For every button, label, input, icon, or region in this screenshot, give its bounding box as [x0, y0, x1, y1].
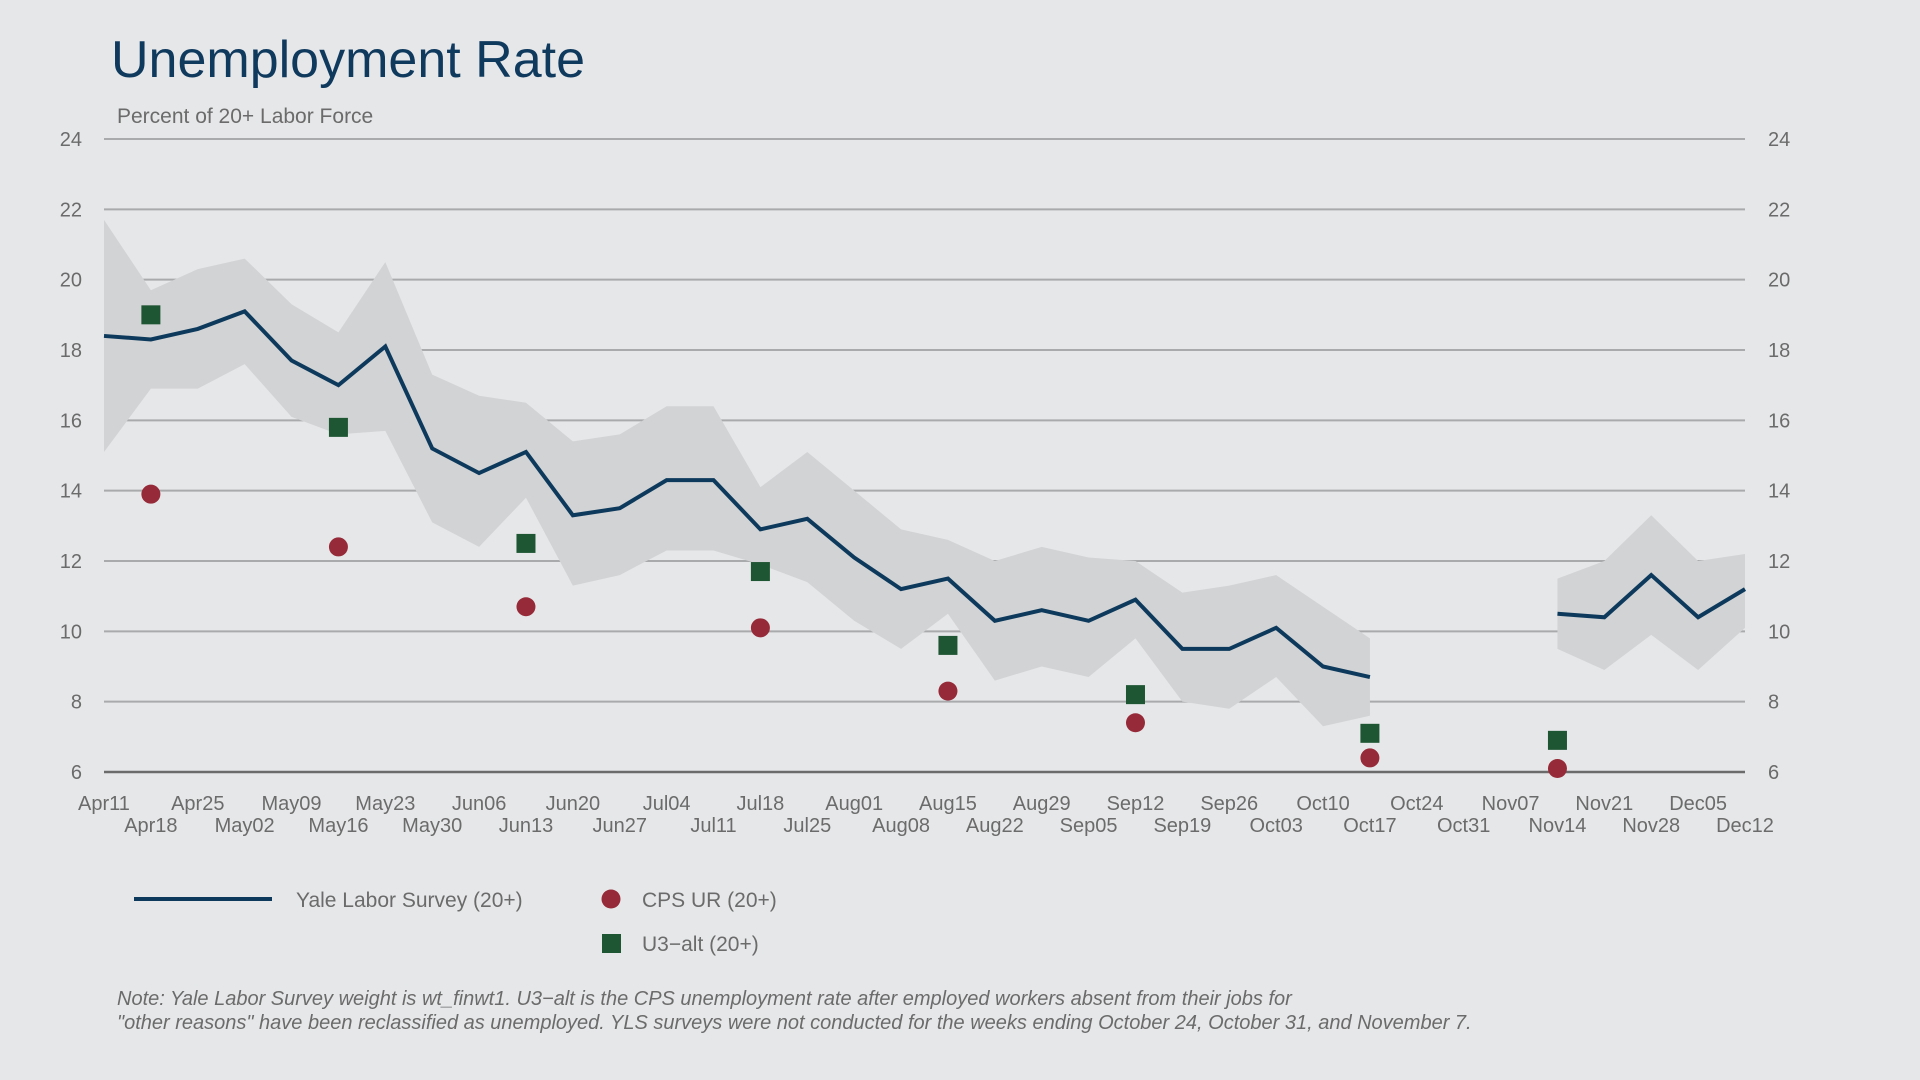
y-tick-left-18: 18 [60, 340, 82, 362]
legend-swatch-cps [601, 889, 621, 909]
x-tick-Oct17: Oct17 [1343, 815, 1396, 837]
x-tick-Nov21: Nov21 [1575, 793, 1633, 815]
u3alt-marker-Aug15 [938, 635, 958, 655]
y-tick-left-22: 22 [60, 199, 82, 221]
x-tick-Nov14: Nov14 [1529, 815, 1587, 837]
x-tick-Apr11: Apr11 [78, 793, 130, 815]
y-tick-right-22: 22 [1768, 199, 1790, 221]
y-tick-right-8: 8 [1768, 692, 1779, 714]
cps-marker-May16 [328, 537, 348, 557]
x-tick-Jun20: Jun20 [546, 793, 601, 815]
x-tick-Sep26: Sep26 [1200, 793, 1258, 815]
y-tick-right-12: 12 [1768, 551, 1790, 573]
u3alt-marker-Sep12 [1125, 685, 1145, 705]
x-tick-May23: May23 [355, 793, 415, 815]
y-tick-right-10: 10 [1768, 621, 1790, 643]
u3alt-marker-Jul18 [750, 562, 770, 582]
y-tick-right-6: 6 [1768, 762, 1779, 784]
y-tick-left-16: 16 [60, 410, 82, 432]
chart-subtitle: Percent of 20+ Labor Force [117, 105, 374, 128]
cps-marker-Aug15 [938, 681, 958, 701]
y-tick-left-14: 14 [60, 481, 82, 503]
chart-note: Note: Yale Labor Survey weight is wt_fin… [117, 987, 1877, 1035]
x-tick-May02: May02 [215, 815, 275, 837]
x-tick-Dec05: Dec05 [1669, 793, 1727, 815]
cps-marker-Sep12 [1125, 713, 1145, 733]
x-tick-Oct24: Oct24 [1390, 793, 1443, 815]
confidence-band-2 [1557, 515, 1745, 671]
legend-label-cps: CPS UR (20+) [642, 889, 777, 912]
u3alt-marker-Oct17 [1360, 723, 1380, 743]
grid-layer [104, 138, 1745, 774]
x-tick-Jul11: Jul11 [690, 815, 736, 837]
x-tick-Jun06: Jun06 [452, 793, 507, 815]
legend: Yale Labor Survey (20+) CPS UR (20+) U3−al… [134, 889, 777, 956]
y-tick-left-12: 12 [60, 551, 82, 573]
x-tick-Jun13: Jun13 [499, 815, 554, 837]
x-tick-Jul18: Jul18 [736, 793, 784, 815]
confidence-band-1 [104, 219, 1370, 727]
y-tick-left-20: 20 [60, 270, 82, 292]
note-line-1: Note: Yale Labor Survey weight is wt_fin… [117, 988, 1292, 1010]
x-tick-Nov07: Nov07 [1482, 793, 1540, 815]
x-tick-Aug22: Aug22 [966, 815, 1024, 837]
u3alt-marker-May16 [328, 417, 348, 437]
x-tick-May30: May30 [402, 815, 462, 837]
series-line-layer [103, 308, 1747, 680]
y-tick-left-10: 10 [60, 621, 82, 643]
u3alt-marker-Nov14 [1547, 730, 1567, 750]
x-tick-Oct10: Oct10 [1296, 793, 1349, 815]
x-tick-May09: May09 [262, 793, 322, 815]
cps-marker-Jun13 [516, 597, 536, 617]
x-tick-Jun27: Jun27 [592, 815, 647, 837]
cps-marker-Nov14 [1547, 758, 1567, 778]
chart-title: Unemployment Rate [111, 31, 585, 89]
x-tick-Aug01: Aug01 [825, 793, 883, 815]
y-tick-left-8: 8 [71, 692, 82, 714]
cps-marker-Oct17 [1360, 748, 1380, 768]
x-tick-Aug15: Aug15 [919, 793, 977, 815]
y-tick-left-24: 24 [60, 129, 82, 151]
confidence-band-layer [104, 219, 1745, 727]
y-tick-right-20: 20 [1768, 270, 1790, 292]
y-tick-right-18: 18 [1768, 340, 1790, 362]
x-tick-Apr18: Apr18 [124, 815, 177, 837]
yls-series-line-2 [1557, 572, 1747, 620]
note-line-2: "other reasons" have been reclassified a… [117, 1012, 1472, 1034]
x-tick-Jul04: Jul04 [643, 793, 691, 815]
x-tick-Oct03: Oct03 [1249, 815, 1302, 837]
y-tick-left-6: 6 [71, 762, 82, 784]
y-tick-right-16: 16 [1768, 410, 1790, 432]
yls-series-line-1 [103, 308, 1371, 680]
u3alt-marker-Jun13 [516, 533, 536, 553]
y-tick-right-14: 14 [1768, 481, 1790, 503]
axis-labels: 6 6 8 8 10 10 12 12 14 14 16 16 18 18 20 20 22 22 24 24 Apr1… [60, 129, 1791, 837]
u3alt-marker-Apr18 [141, 305, 161, 325]
cps-marker-Apr18 [141, 484, 161, 504]
x-tick-Dec12: Dec12 [1716, 815, 1774, 837]
x-tick-Jul25: Jul25 [783, 815, 831, 837]
x-tick-Aug29: Aug29 [1013, 793, 1071, 815]
legend-label-u3alt: U3−alt (20+) [642, 933, 759, 956]
x-tick-May16: May16 [308, 815, 368, 837]
cps-marker-Jul18 [750, 618, 770, 638]
x-tick-Apr25: Apr25 [171, 793, 224, 815]
marker-layer [141, 305, 1567, 778]
legend-label-yls: Yale Labor Survey (20+) [296, 889, 523, 912]
x-tick-Oct31: Oct31 [1437, 815, 1490, 837]
y-tick-right-24: 24 [1768, 129, 1790, 151]
x-tick-Sep19: Sep19 [1153, 815, 1211, 837]
x-tick-Nov28: Nov28 [1622, 815, 1680, 837]
legend-swatch-u3alt [602, 934, 621, 953]
x-tick-Sep12: Sep12 [1107, 793, 1165, 815]
x-tick-Sep05: Sep05 [1060, 815, 1118, 837]
x-tick-Aug08: Aug08 [872, 815, 930, 837]
